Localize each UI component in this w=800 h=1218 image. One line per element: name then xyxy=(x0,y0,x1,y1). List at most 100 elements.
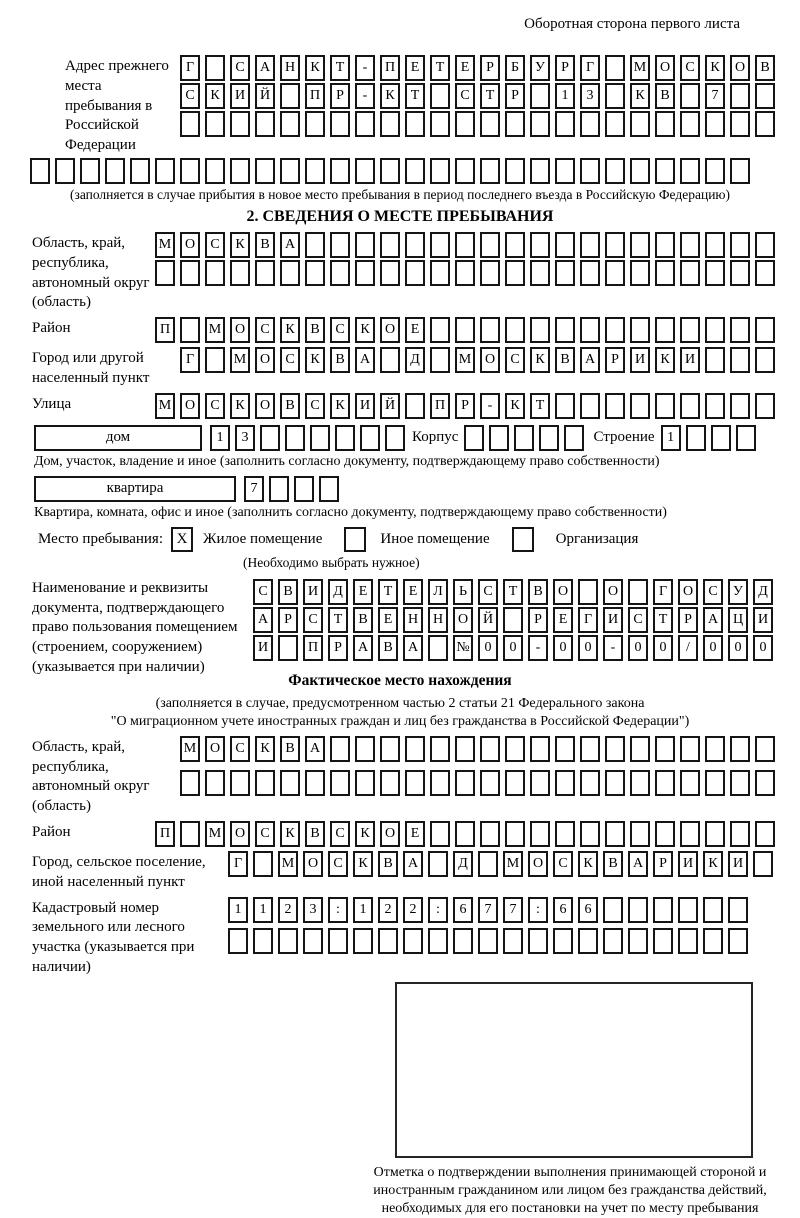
form-cell[interactable] xyxy=(605,392,625,419)
form-cell[interactable] xyxy=(755,735,775,762)
form-cell[interactable] xyxy=(580,317,600,344)
form-cell[interactable]: К xyxy=(230,231,250,258)
form-cell[interactable]: К xyxy=(355,317,375,344)
form-cell[interactable]: Т xyxy=(503,578,523,605)
form-cell[interactable]: В xyxy=(603,850,623,877)
form-cell[interactable]: Й xyxy=(380,392,400,419)
form-cell[interactable] xyxy=(280,157,300,184)
form-cell[interactable]: О xyxy=(603,578,623,605)
form-cell[interactable]: В xyxy=(280,392,300,419)
form-cell[interactable]: Р xyxy=(330,83,350,109)
form-cell[interactable]: К xyxy=(205,83,225,109)
form-cell[interactable]: О xyxy=(528,850,548,877)
form-cell[interactable]: Т xyxy=(480,83,500,109)
form-cell[interactable]: № xyxy=(453,634,473,661)
form-cell[interactable]: И xyxy=(253,634,273,661)
form-cell[interactable]: К xyxy=(505,392,525,419)
form-cell[interactable] xyxy=(455,231,475,258)
form-cell[interactable]: К xyxy=(380,83,400,109)
form-cell[interactable] xyxy=(555,769,575,796)
form-cell[interactable] xyxy=(755,769,775,796)
form-cell[interactable]: А xyxy=(403,634,423,661)
form-cell[interactable] xyxy=(403,927,423,954)
form-cell[interactable]: П xyxy=(155,317,175,344)
form-cell[interactable]: О xyxy=(655,55,675,81)
form-cell[interactable]: А xyxy=(580,347,600,374)
form-cell[interactable]: Д xyxy=(328,578,348,605)
form-cell[interactable] xyxy=(655,820,675,847)
form-cell[interactable] xyxy=(705,347,725,374)
form-cell[interactable] xyxy=(380,231,400,258)
form-cell[interactable] xyxy=(605,820,625,847)
form-cell[interactable] xyxy=(205,347,225,374)
form-cell[interactable] xyxy=(305,111,325,137)
form-cell[interactable]: И xyxy=(303,578,323,605)
form-cell[interactable]: - xyxy=(480,392,500,419)
form-cell[interactable]: М xyxy=(180,735,200,762)
checkbox-residential[interactable]: X xyxy=(171,526,193,552)
form-cell[interactable] xyxy=(628,927,648,954)
form-cell[interactable] xyxy=(555,392,575,419)
form-cell[interactable]: О xyxy=(230,317,250,344)
form-cell[interactable] xyxy=(255,111,275,137)
form-cell[interactable]: 1 xyxy=(253,896,273,923)
form-cell[interactable] xyxy=(530,111,550,137)
form-cell[interactable] xyxy=(464,424,485,451)
form-cell[interactable]: И xyxy=(355,392,375,419)
form-cell[interactable]: С xyxy=(628,606,648,633)
form-cell[interactable] xyxy=(205,259,225,286)
form-cell[interactable]: И xyxy=(680,347,700,374)
form-cell[interactable] xyxy=(628,896,648,923)
form-cell[interactable] xyxy=(455,157,475,184)
form-cell[interactable] xyxy=(380,769,400,796)
form-cell[interactable] xyxy=(730,820,750,847)
form-cell[interactable]: С xyxy=(305,392,325,419)
form-cell[interactable] xyxy=(294,475,314,502)
form-cell[interactable] xyxy=(703,927,723,954)
form-cell[interactable]: Т xyxy=(378,578,398,605)
form-cell[interactable]: А xyxy=(255,55,275,81)
form-cell[interactable]: 1 xyxy=(210,424,230,451)
form-cell[interactable]: 1 xyxy=(660,424,681,451)
form-cell[interactable]: С xyxy=(680,55,700,81)
form-cell[interactable]: К xyxy=(355,820,375,847)
form-cell[interactable]: Т xyxy=(405,83,425,109)
form-cell[interactable]: 0 xyxy=(653,634,673,661)
form-cell[interactable]: 0 xyxy=(553,634,573,661)
form-cell[interactable] xyxy=(205,157,225,184)
form-cell[interactable]: О xyxy=(255,347,275,374)
form-cell[interactable] xyxy=(630,317,650,344)
form-cell[interactable]: А xyxy=(305,735,325,762)
form-cell[interactable]: : xyxy=(528,896,548,923)
form-cell[interactable]: К xyxy=(330,392,350,419)
form-cell[interactable] xyxy=(514,424,535,451)
form-cell[interactable] xyxy=(355,259,375,286)
form-cell[interactable]: Т xyxy=(330,55,350,81)
form-cell[interactable] xyxy=(755,820,775,847)
form-cell[interactable]: О xyxy=(180,392,200,419)
form-cell[interactable]: В xyxy=(278,578,298,605)
form-cell[interactable] xyxy=(30,157,50,184)
form-cell[interactable] xyxy=(505,317,525,344)
form-cell[interactable] xyxy=(680,392,700,419)
form-cell[interactable] xyxy=(653,896,673,923)
form-cell[interactable]: А xyxy=(703,606,723,633)
form-cell[interactable]: О xyxy=(230,820,250,847)
form-cell[interactable]: В xyxy=(330,347,350,374)
form-cell[interactable] xyxy=(755,83,775,109)
form-cell[interactable] xyxy=(378,927,398,954)
form-cell[interactable]: Е xyxy=(553,606,573,633)
form-cell[interactable] xyxy=(430,259,450,286)
form-cell[interactable] xyxy=(455,259,475,286)
form-cell[interactable] xyxy=(580,231,600,258)
form-cell[interactable]: Е xyxy=(403,578,423,605)
form-cell[interactable] xyxy=(405,231,425,258)
form-cell[interactable] xyxy=(455,735,475,762)
form-cell[interactable] xyxy=(330,735,350,762)
form-cell[interactable] xyxy=(528,927,548,954)
form-cell[interactable]: К xyxy=(305,55,325,81)
form-cell[interactable]: Е xyxy=(378,606,398,633)
form-cell[interactable]: В xyxy=(528,578,548,605)
form-cell[interactable] xyxy=(680,111,700,137)
form-cell[interactable]: С xyxy=(255,317,275,344)
